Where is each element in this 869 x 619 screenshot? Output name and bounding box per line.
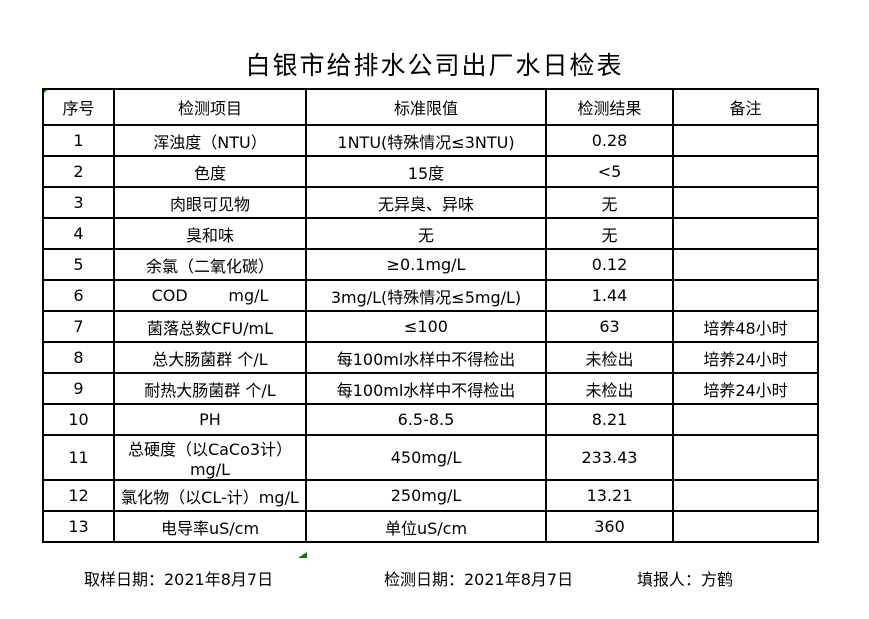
- cell-remark: 培养24小时: [672, 372, 819, 405]
- cell-remark: [672, 248, 819, 281]
- cell-remark: [672, 155, 819, 188]
- table-row: 4 臭和味 无 无: [42, 217, 819, 250]
- cell-limit: 450mg/L: [305, 434, 547, 481]
- table-header-row: 序号 检测项目 标准限值 检测结果 备注: [42, 88, 819, 126]
- cell-result: 未检出: [545, 341, 674, 374]
- cell-limit: 6.5-8.5: [305, 403, 547, 436]
- cell-item: 余氯（二氧化碳）: [113, 248, 307, 281]
- cell-item: 浑浊度（NTU）: [113, 124, 307, 157]
- cell-result: 未检出: [545, 372, 674, 405]
- table-row: 12 氯化物（以CL-计）mg/L 250mg/L 13.21: [42, 479, 819, 512]
- cell-result: 8.21: [545, 403, 674, 436]
- page-title: 白银市给排水公司出厂水日检表: [245, 51, 624, 80]
- cell-remark: 培养48小时: [672, 310, 819, 343]
- table-row: 8 总大肠菌群 个/L 每100ml水样中不得检出 未检出 培养24小时: [42, 341, 819, 374]
- cell-result: 0.28: [545, 124, 674, 157]
- cell-item: 氯化物（以CL-计）mg/L: [113, 479, 307, 512]
- cell-seq: 1: [42, 124, 115, 157]
- cell-result: 233.43: [545, 434, 674, 481]
- cell-remark: [672, 186, 819, 219]
- green-bottom-marker-icon: [298, 552, 307, 558]
- cell-item: 耐热大肠菌群 个/L: [113, 372, 307, 405]
- cell-limit: 3mg/L(特殊情况≤5mg/L): [305, 279, 547, 312]
- cell-remark: [672, 217, 819, 250]
- table-row: 3 肉眼可见物 无异臭、异味 无: [42, 186, 819, 219]
- cell-seq: 6: [42, 279, 115, 312]
- cell-seq: 5: [42, 248, 115, 281]
- cell-result: <5: [545, 155, 674, 188]
- sampling-date-label: 取样日期：2021年8月7日: [84, 570, 274, 589]
- cell-item: 菌落总数CFU/mL: [113, 310, 307, 343]
- cell-limit: ≤100: [305, 310, 547, 343]
- cell-item: 总大肠菌群 个/L: [113, 341, 307, 374]
- table-row: 7 菌落总数CFU/mL ≤100 63 培养48小时: [42, 310, 819, 343]
- reporter-label: 填报人：方鹤: [637, 570, 734, 589]
- cell-seq: 4: [42, 217, 115, 250]
- water-daily-check-table: 序号 检测项目 标准限值 检测结果 备注 1 浑浊度（NTU） 1NTU(特殊情…: [42, 88, 819, 543]
- table-row: 11 总硬度（以CaCo3计）mg/L 450mg/L 233.43: [42, 434, 819, 481]
- cell-remark: [672, 279, 819, 312]
- cell-result: 无: [545, 186, 674, 219]
- table-row: 5 余氯（二氧化碳） ≥0.1mg/L 0.12: [42, 248, 819, 281]
- cell-item: 肉眼可见物: [113, 186, 307, 219]
- cell-limit: 无异臭、异味: [305, 186, 547, 219]
- cell-remark: [672, 403, 819, 436]
- cell-result: 13.21: [545, 479, 674, 512]
- cell-seq: 2: [42, 155, 115, 188]
- table-row: 2 色度 15度 <5: [42, 155, 819, 188]
- cell-result: 63: [545, 310, 674, 343]
- cell-limit: 15度: [305, 155, 547, 188]
- cell-remark: 培养24小时: [672, 341, 819, 374]
- cell-remark: [672, 510, 819, 543]
- cell-item: COD mg/L: [113, 279, 307, 312]
- cell-limit: ≥0.1mg/L: [305, 248, 547, 281]
- cell-remark: [672, 124, 819, 157]
- cell-item: 臭和味: [113, 217, 307, 250]
- table-row: 13 电导率uS/cm 单位uS/cm 360: [42, 510, 819, 543]
- cell-limit: 每100ml水样中不得检出: [305, 341, 547, 374]
- table-row: 6 COD mg/L 3mg/L(特殊情况≤5mg/L) 1.44: [42, 279, 819, 312]
- header-limit: 标准限值: [305, 88, 547, 126]
- cell-seq: 11: [42, 434, 115, 481]
- cell-seq: 13: [42, 510, 115, 543]
- cell-item: 色度: [113, 155, 307, 188]
- cell-limit: 250mg/L: [305, 479, 547, 512]
- cell-remark: [672, 434, 819, 481]
- header-seq: 序号: [42, 88, 115, 126]
- cell-limit: 无: [305, 217, 547, 250]
- cell-limit: 1NTU(特殊情况≤3NTU): [305, 124, 547, 157]
- cell-limit: 单位uS/cm: [305, 510, 547, 543]
- cell-seq: 12: [42, 479, 115, 512]
- cell-result: 无: [545, 217, 674, 250]
- header-result: 检测结果: [545, 88, 674, 126]
- cell-item: PH: [113, 403, 307, 436]
- table-row: 9 耐热大肠菌群 个/L 每100ml水样中不得检出 未检出 培养24小时: [42, 372, 819, 405]
- table-row: 1 浑浊度（NTU） 1NTU(特殊情况≤3NTU) 0.28: [42, 124, 819, 157]
- cell-item: 电导率uS/cm: [113, 510, 307, 543]
- cell-result: 360: [545, 510, 674, 543]
- table-row: 10 PH 6.5-8.5 8.21: [42, 403, 819, 436]
- cell-seq: 8: [42, 341, 115, 374]
- header-item: 检测项目: [113, 88, 307, 126]
- cell-item: 总硬度（以CaCo3计）mg/L: [113, 434, 307, 481]
- cell-result: 0.12: [545, 248, 674, 281]
- cell-remark: [672, 479, 819, 512]
- cell-seq: 10: [42, 403, 115, 436]
- cell-seq: 7: [42, 310, 115, 343]
- test-date-label: 检测日期：2021年8月7日: [384, 570, 574, 589]
- cell-seq: 9: [42, 372, 115, 405]
- cell-limit: 每100ml水样中不得检出: [305, 372, 547, 405]
- cell-result: 1.44: [545, 279, 674, 312]
- cell-seq: 3: [42, 186, 115, 219]
- header-remark: 备注: [672, 88, 819, 126]
